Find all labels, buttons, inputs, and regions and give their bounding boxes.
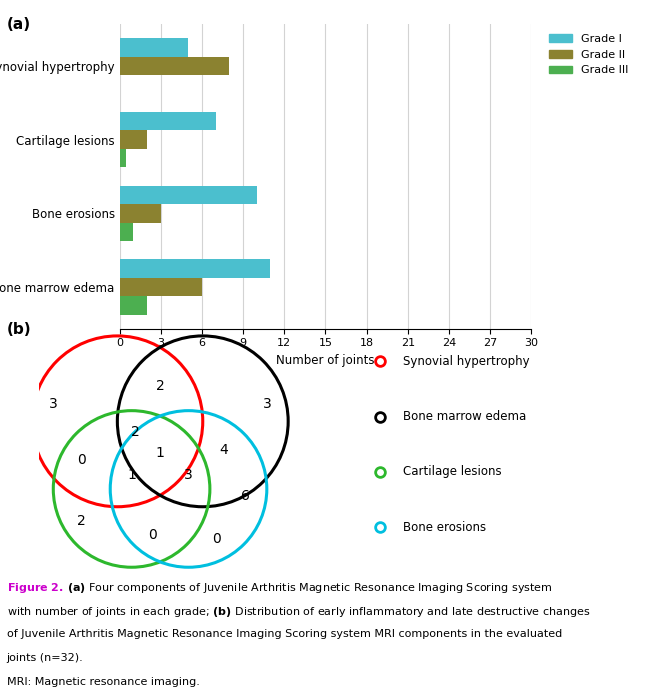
Bar	[120, 204, 161, 223]
Text: with number of joints in each grade; $\bf{(b)}$ Distribution of early inflammato: with number of joints in each grade; $\b…	[7, 606, 590, 619]
Text: 0: 0	[212, 531, 221, 546]
Text: 0: 0	[78, 453, 86, 468]
Bar	[120, 130, 147, 149]
Text: of Juvenile Arthritis Magnetic Resonance Imaging Scoring system MRI components i: of Juvenile Arthritis Magnetic Resonance…	[7, 629, 562, 639]
Text: 1: 1	[155, 446, 165, 460]
Text: 0: 0	[149, 528, 157, 543]
Bar	[120, 149, 126, 167]
Text: Synovial hypertrophy: Synovial hypertrophy	[403, 355, 530, 367]
X-axis label: Number of joints: Number of joints	[276, 354, 374, 367]
Text: joints (n=32).: joints (n=32).	[7, 653, 84, 663]
Bar	[120, 112, 216, 130]
Text: 3: 3	[49, 397, 58, 410]
Bar	[120, 278, 202, 296]
Bar	[120, 260, 270, 278]
Text: Cartilage lesions: Cartilage lesions	[403, 466, 502, 478]
Text: Bone erosions: Bone erosions	[403, 521, 486, 534]
Text: 2: 2	[155, 379, 165, 393]
Bar	[120, 38, 188, 57]
Text: 2: 2	[78, 514, 86, 528]
Text: $\bf{Figure\ 2.}$: $\bf{Figure\ 2.}$	[7, 581, 64, 595]
Text: MRI: Magnetic resonance imaging.: MRI: Magnetic resonance imaging.	[7, 677, 199, 687]
Text: 1: 1	[127, 468, 136, 482]
Bar	[120, 185, 257, 204]
Text: $\bf{(a)}$ Four components of Juvenile Arthritis Magnetic Resonance Imaging Scor: $\bf{(a)}$ Four components of Juvenile A…	[67, 581, 552, 595]
Bar	[120, 57, 229, 75]
Text: 2: 2	[131, 425, 139, 439]
Text: 3: 3	[262, 397, 271, 410]
Text: 3: 3	[184, 468, 193, 482]
Text: (a): (a)	[7, 17, 31, 33]
Bar	[120, 296, 147, 315]
Text: 6: 6	[241, 489, 250, 503]
Text: (b): (b)	[7, 322, 31, 337]
Text: Bone marrow edema: Bone marrow edema	[403, 410, 527, 423]
Legend: Grade I, Grade II, Grade III: Grade I, Grade II, Grade III	[545, 30, 632, 80]
Bar	[120, 223, 133, 241]
Text: 4: 4	[220, 443, 228, 457]
